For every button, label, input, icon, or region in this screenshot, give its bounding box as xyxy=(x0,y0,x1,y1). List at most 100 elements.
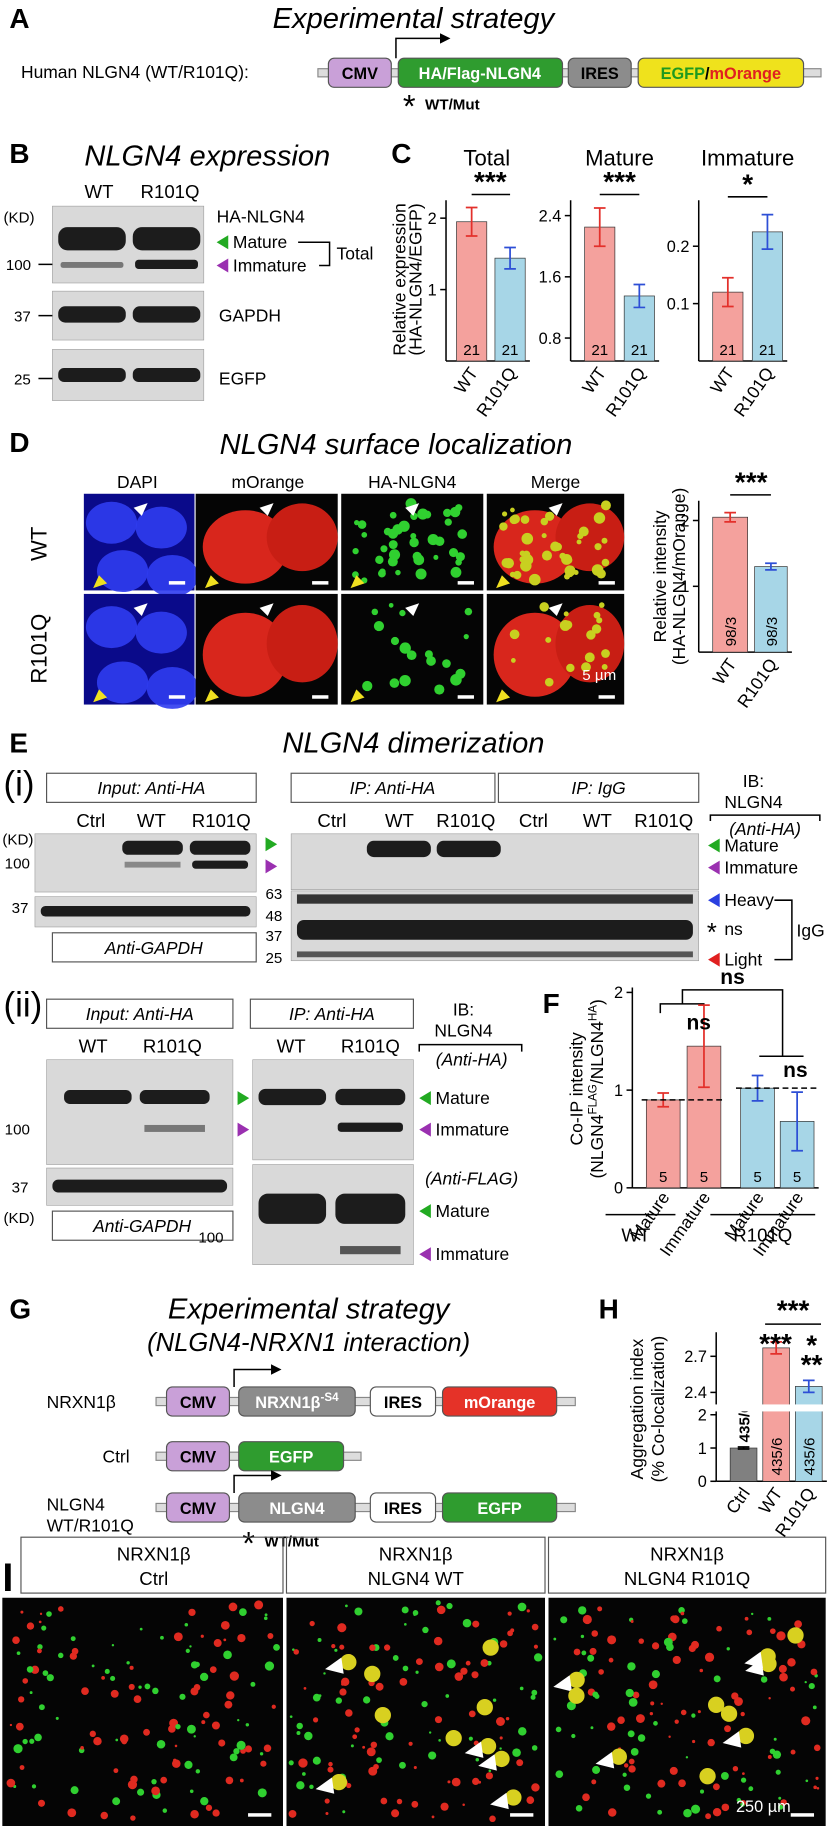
micrograph xyxy=(548,1597,826,1826)
puncta xyxy=(361,532,368,538)
lane-label: R101Q xyxy=(634,810,693,831)
puncta xyxy=(389,511,397,519)
puncta xyxy=(13,1744,23,1754)
band-label: Immature xyxy=(436,1119,510,1139)
puncta xyxy=(692,1739,696,1744)
construct-label: NLGN4 xyxy=(47,1494,105,1514)
n-label: 98/3 xyxy=(723,617,740,646)
puncta xyxy=(200,1796,209,1806)
y-axis-label: ) xyxy=(587,999,607,1005)
puncta xyxy=(91,1664,95,1668)
puncta xyxy=(731,1692,739,1700)
puncta xyxy=(263,1616,268,1621)
header: NRXN1β xyxy=(379,1543,453,1564)
n-label: 5 xyxy=(659,1169,667,1186)
puncta xyxy=(576,539,582,545)
puncta xyxy=(185,1648,190,1654)
puncta xyxy=(672,1655,681,1665)
puncta xyxy=(396,1798,403,1805)
puncta xyxy=(174,1744,178,1748)
band-label: Mature xyxy=(233,232,287,252)
cell xyxy=(493,510,577,584)
lane-label: WT xyxy=(277,1036,306,1057)
puncta xyxy=(127,1780,138,1790)
puncta xyxy=(70,1786,79,1795)
lane-label: Ctrl xyxy=(519,810,548,831)
subpanel-label: (i) xyxy=(3,764,34,803)
chart-title: Mature xyxy=(585,145,654,170)
band xyxy=(124,861,181,868)
band xyxy=(60,262,124,268)
puncta xyxy=(433,554,439,560)
y-tick-label: 0 xyxy=(614,1180,623,1198)
panel-label: D xyxy=(9,427,29,458)
puncta xyxy=(480,1659,489,1667)
arrowhead xyxy=(708,860,720,875)
nucleus xyxy=(96,550,149,593)
chart-title: Total xyxy=(463,145,510,170)
scale-bar xyxy=(457,581,474,585)
puncta xyxy=(144,1683,151,1690)
mw-marker: 100 xyxy=(5,1121,30,1138)
puncta xyxy=(505,1716,510,1721)
puncta xyxy=(362,680,373,692)
puncta xyxy=(448,547,459,558)
y-tick-label: 0.8 xyxy=(539,330,562,348)
panel-e: E NLGN4 dimerization (i) Input: Anti-HA … xyxy=(2,727,825,1265)
puncta xyxy=(591,1630,599,1637)
significance: *** xyxy=(777,1294,810,1325)
chart: 0 1 2 2.4 2.7 Aggregation index (% Co-localiza… xyxy=(627,1294,827,1541)
cluster xyxy=(568,1671,585,1689)
y-tick-label: 1 xyxy=(428,281,437,299)
panel-b: B NLGN4 expression WT R101Q (KD) 100 37 … xyxy=(3,138,373,401)
n-label: 5 xyxy=(793,1169,801,1186)
micrograph xyxy=(2,1597,283,1826)
puncta xyxy=(545,636,552,643)
puncta xyxy=(139,1627,143,1631)
header-box xyxy=(497,772,700,803)
box-label: EGFP xyxy=(269,1449,314,1467)
puncta xyxy=(112,1797,121,1806)
puncta xyxy=(716,1625,722,1632)
puncta xyxy=(813,1744,821,1752)
puncta xyxy=(60,1607,64,1612)
panel-label: A xyxy=(9,3,29,34)
puncta xyxy=(55,1716,59,1720)
puncta xyxy=(518,1727,527,1736)
puncta xyxy=(193,1735,196,1738)
puncta xyxy=(713,1675,721,1683)
puncta xyxy=(780,1799,787,1806)
puncta xyxy=(257,1788,267,1798)
mw-marker: 100 xyxy=(6,257,31,274)
puncta xyxy=(101,1675,105,1680)
loading-label: Anti-GAPDH xyxy=(92,1216,191,1236)
puncta xyxy=(293,1649,300,1655)
puncta xyxy=(553,1637,557,1641)
puncta xyxy=(350,1744,354,1748)
ib-label: IB: xyxy=(453,999,474,1019)
puncta xyxy=(428,1751,437,1760)
puncta xyxy=(352,1734,358,1740)
puncta xyxy=(244,1745,253,1753)
mw-marker: 63 xyxy=(266,886,283,903)
scale-bar xyxy=(457,695,474,699)
puncta xyxy=(200,1634,204,1638)
unit-label: (KD) xyxy=(3,1210,34,1227)
header: NLGN4 R101Q xyxy=(624,1568,750,1589)
bar xyxy=(712,516,748,653)
nucleus xyxy=(146,554,198,597)
puncta xyxy=(29,1691,33,1695)
puncta xyxy=(434,536,445,547)
puncta xyxy=(408,1741,413,1746)
puncta xyxy=(110,1675,116,1682)
puncta xyxy=(339,1688,347,1696)
puncta xyxy=(520,560,532,572)
band xyxy=(58,367,126,382)
backbone xyxy=(155,1502,576,1513)
error-bar xyxy=(593,207,606,248)
puncta xyxy=(590,1726,594,1730)
arrowhead xyxy=(350,575,365,589)
header-box xyxy=(547,1536,827,1594)
puncta xyxy=(130,1815,136,1821)
header-box xyxy=(290,772,496,803)
